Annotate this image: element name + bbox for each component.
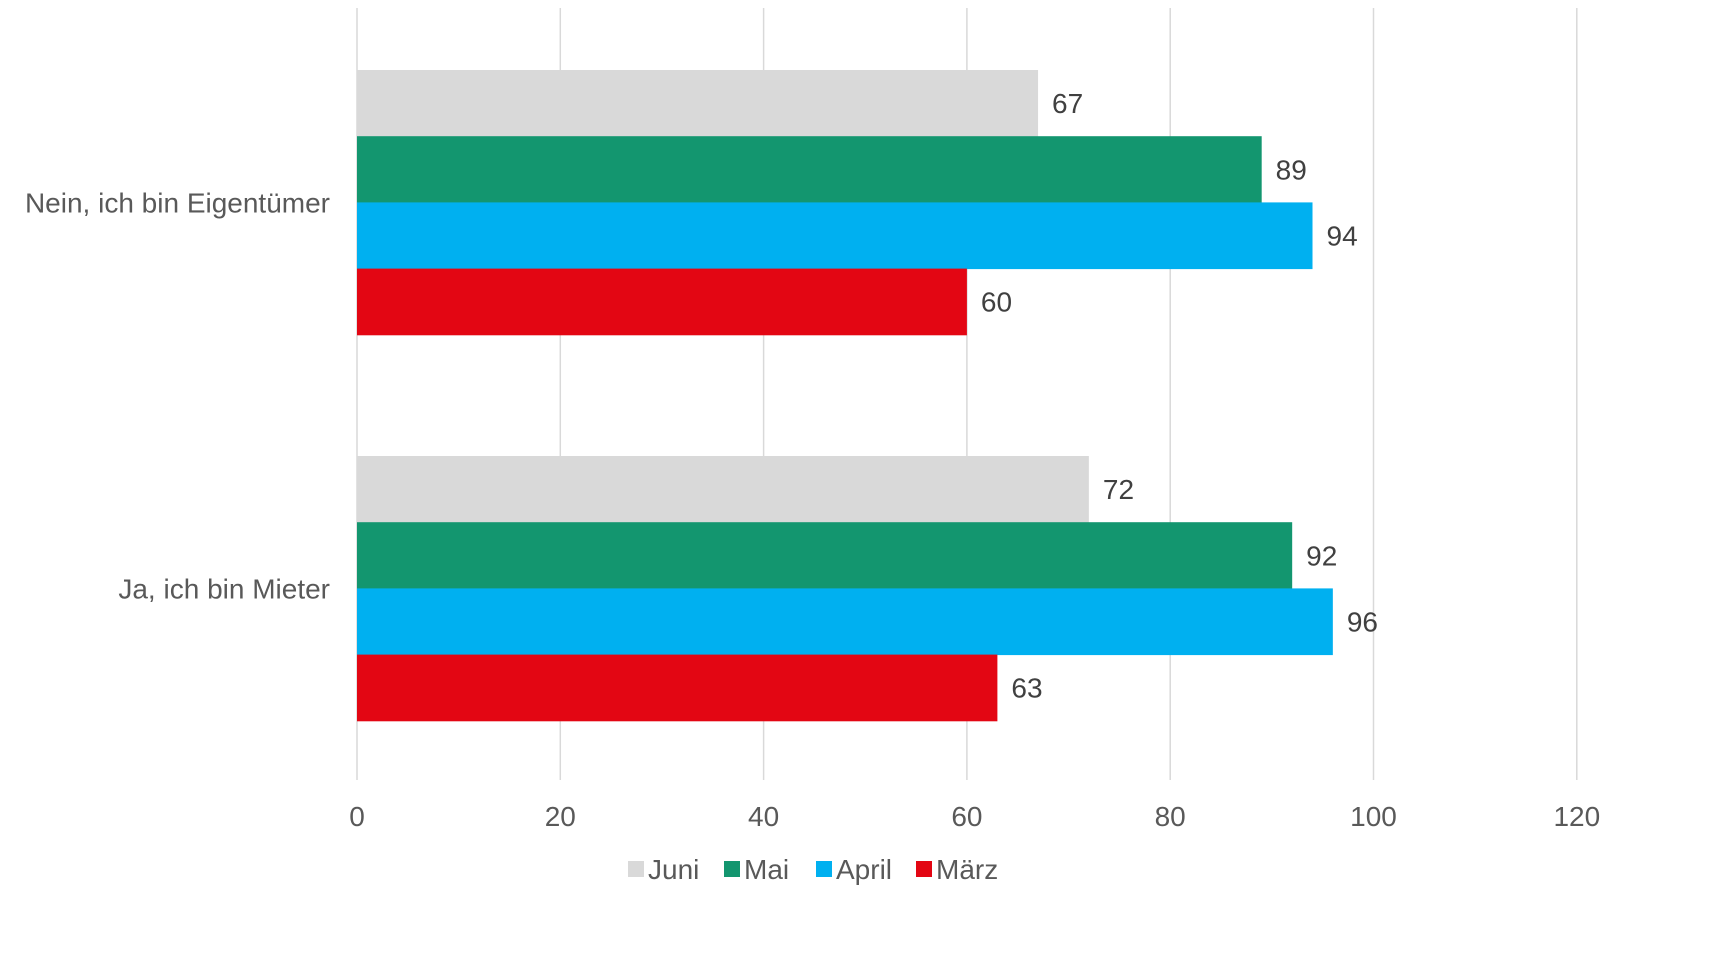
bar (357, 588, 1333, 656)
x-tick-label: 60 (951, 801, 982, 832)
data-label: 96 (1347, 607, 1378, 638)
x-tick-label: 80 (1155, 801, 1186, 832)
data-label: 89 (1276, 154, 1307, 185)
bar (357, 136, 1262, 203)
data-label: 72 (1103, 474, 1134, 505)
legend-label: März (936, 854, 998, 885)
data-label: 67 (1052, 88, 1083, 119)
data-label: 63 (1011, 673, 1042, 704)
data-label: 92 (1306, 540, 1337, 571)
x-tick-labels: 0 20 40 60 80 100 120 (349, 801, 1600, 832)
bar (357, 456, 1089, 523)
legend-swatch (916, 861, 932, 877)
x-tick-label: 20 (545, 801, 576, 832)
legend-label: Juni (648, 854, 699, 885)
x-tick-label: 120 (1553, 801, 1600, 832)
category-labels: Nein, ich bin Eigentümer Ja, ich bin Miet… (25, 187, 330, 604)
x-tick-label: 0 (349, 801, 365, 832)
legend-swatch (724, 861, 740, 877)
bar (357, 654, 998, 722)
x-tick-label: 100 (1350, 801, 1397, 832)
legend-label: April (836, 854, 892, 885)
legend-label: Mai (744, 854, 789, 885)
data-label: 94 (1327, 221, 1358, 252)
bar (357, 70, 1039, 137)
bars (357, 70, 1333, 722)
legend: Juni Mai April März (628, 854, 998, 885)
legend-swatch (816, 861, 832, 877)
category-label: Nein, ich bin Eigentümer (25, 187, 330, 218)
x-tick-label: 40 (748, 801, 779, 832)
data-labels: 67 89 94 60 72 92 96 63 (981, 88, 1378, 704)
legend-swatch (628, 861, 644, 877)
bar (357, 268, 967, 336)
data-label: 60 (981, 287, 1012, 318)
category-label: Ja, ich bin Mieter (118, 573, 330, 604)
bar (357, 522, 1293, 589)
bar (357, 202, 1313, 270)
